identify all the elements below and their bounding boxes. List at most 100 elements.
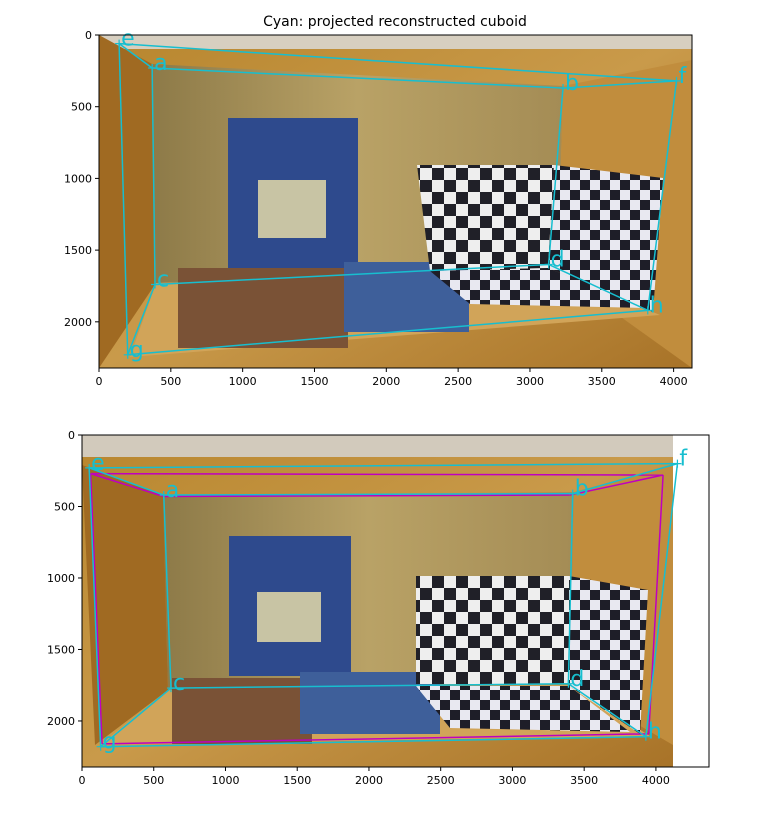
y-tick-label: 1500 — [64, 244, 92, 257]
x-tick-label: 1500 — [300, 375, 328, 388]
bottom-axes: a b c d e f g h 0 500 1000 1500 2000 2500 3000 3500 400… — [47, 429, 710, 787]
vertex-marker-f — [672, 76, 681, 85]
series-0-edge-e-f — [119, 42, 677, 82]
y-tick-label: 1000 — [47, 572, 75, 585]
vertex-label-e: e — [121, 27, 135, 52]
vertex-label-d: d — [570, 667, 584, 692]
vertex-marker-g — [123, 350, 132, 359]
y-tick-label: 500 — [54, 500, 75, 513]
x-tick-label: 4000 — [660, 375, 688, 388]
series-0-edge-b-d — [547, 88, 564, 265]
x-tick-label: 500 — [160, 375, 181, 388]
x-tick-label: 1500 — [283, 774, 311, 787]
x-tick-label: 3500 — [588, 375, 616, 388]
vertex-label-f: f — [678, 64, 687, 89]
series-0-edge-g-h — [100, 735, 646, 748]
series-0-edge-g-h — [127, 309, 648, 356]
vertex-marker-a — [159, 491, 168, 500]
series-1-edge-4-0 — [90, 472, 165, 498]
x-tick-label: 2500 — [427, 774, 455, 787]
y-tick-label: 1000 — [64, 172, 92, 185]
series-0-edge-e-g — [88, 467, 102, 747]
top-axes-ticks: 0 500 1000 1500 2000 2500 3000 3500 4000 0 500 1000… — [64, 29, 688, 388]
vertex-label-f: f — [679, 447, 688, 472]
series-1-edge-0-2 — [89, 473, 103, 744]
y-tick-label: 500 — [71, 101, 92, 114]
series-1-edge-2-3 — [102, 733, 649, 745]
series-0-edge-a-b — [152, 67, 564, 89]
top-axes-frame — [98, 34, 693, 369]
y-tick-label: 0 — [68, 429, 75, 442]
vertex-marker-a — [148, 63, 157, 72]
series-0-edge-a-b — [163, 492, 573, 496]
vertex-marker-d — [544, 260, 553, 269]
x-tick-label: 2000 — [372, 375, 400, 388]
vertex-label-c: c — [173, 671, 185, 696]
x-tick-label: 0 — [96, 375, 103, 388]
x-tick-label: 1000 — [211, 774, 239, 787]
top-cuboid-overlay: a b c d e f g h — [115, 27, 687, 363]
bottom-cuboid-overlay: a b c d e f g h — [85, 447, 688, 755]
series-0-edge-f-h — [647, 80, 678, 311]
vertex-label-h: h — [648, 720, 662, 745]
vertex-label-d: d — [551, 247, 565, 272]
x-tick-label: 2000 — [355, 774, 383, 787]
series-0-edge-b-d — [567, 493, 574, 684]
vertex-label-a: a — [154, 51, 167, 76]
y-tick-label: 2000 — [64, 316, 92, 329]
series-0-edge-e-a — [88, 467, 165, 496]
vertex-marker-c — [151, 280, 160, 289]
vertex-label-b: b — [575, 477, 589, 502]
bottom-axes-frame — [81, 434, 710, 768]
x-tick-label: 4000 — [642, 774, 670, 787]
series-0-edge-d-h — [567, 683, 647, 738]
x-tick-label: 1000 — [229, 375, 257, 388]
series-0-edge-a-c — [163, 495, 172, 689]
y-tick-label: 2000 — [47, 715, 75, 728]
vertex-marker-c — [166, 684, 175, 693]
series-0-edge-f-b — [562, 80, 677, 89]
series-0-edge-c-g — [100, 687, 172, 748]
x-tick-label: 0 — [79, 774, 86, 787]
vertex-marker-f — [673, 459, 682, 468]
top-background-photo — [99, 35, 692, 368]
series-0-edge-c-d — [154, 263, 549, 286]
bottom-axes-ticks: 0 500 1000 1500 2000 2500 3000 3500 4000 0 500 1000… — [47, 429, 670, 787]
series-0-edge-f-b — [572, 462, 678, 495]
series-0-edge-e-f — [89, 462, 678, 469]
vertex-label-h: h — [650, 293, 664, 318]
vertex-label-e: e — [91, 451, 105, 476]
vertex-marker-h — [643, 306, 652, 315]
vertex-label-g: g — [103, 730, 117, 755]
vertex-label-c: c — [157, 268, 169, 293]
vertex-marker-h — [641, 732, 650, 741]
x-tick-label: 3000 — [498, 774, 526, 787]
series-1-edge-0-1 — [90, 472, 664, 476]
vertex-label-g: g — [130, 338, 144, 363]
top-chart-title: Cyan: projected reconstructed cuboid — [263, 14, 527, 30]
series-0-edge-e-g — [118, 43, 129, 355]
series-0-edge-c-g — [127, 284, 156, 356]
vertex-marker-e — [115, 39, 124, 48]
x-tick-label: 3500 — [570, 774, 598, 787]
x-tick-label: 500 — [143, 774, 164, 787]
series-0-edge-e-a — [118, 43, 153, 69]
series-1-edge-4-5 — [163, 494, 570, 498]
series-0-edge-a-c — [151, 67, 156, 285]
series-1-edge-5-1 — [569, 474, 664, 496]
vertex-marker-d — [564, 679, 573, 688]
x-tick-label: 3000 — [516, 375, 544, 388]
y-tick-label: 0 — [85, 29, 92, 42]
series-0-edge-c-d — [170, 683, 569, 689]
top-axes: Cyan: projected reconstructed cuboid a b c… — [64, 14, 693, 388]
bottom-background-photo — [82, 435, 673, 767]
vertex-marker-g — [96, 742, 105, 751]
series-0-edge-d-h — [548, 263, 649, 312]
vertex-marker-e — [85, 463, 94, 472]
series-0-edge-f-h — [645, 463, 679, 737]
vertex-marker-b — [559, 84, 567, 93]
vertex-label-b: b — [565, 71, 579, 96]
y-tick-label: 1500 — [47, 643, 75, 656]
vertex-marker-b — [568, 489, 577, 498]
